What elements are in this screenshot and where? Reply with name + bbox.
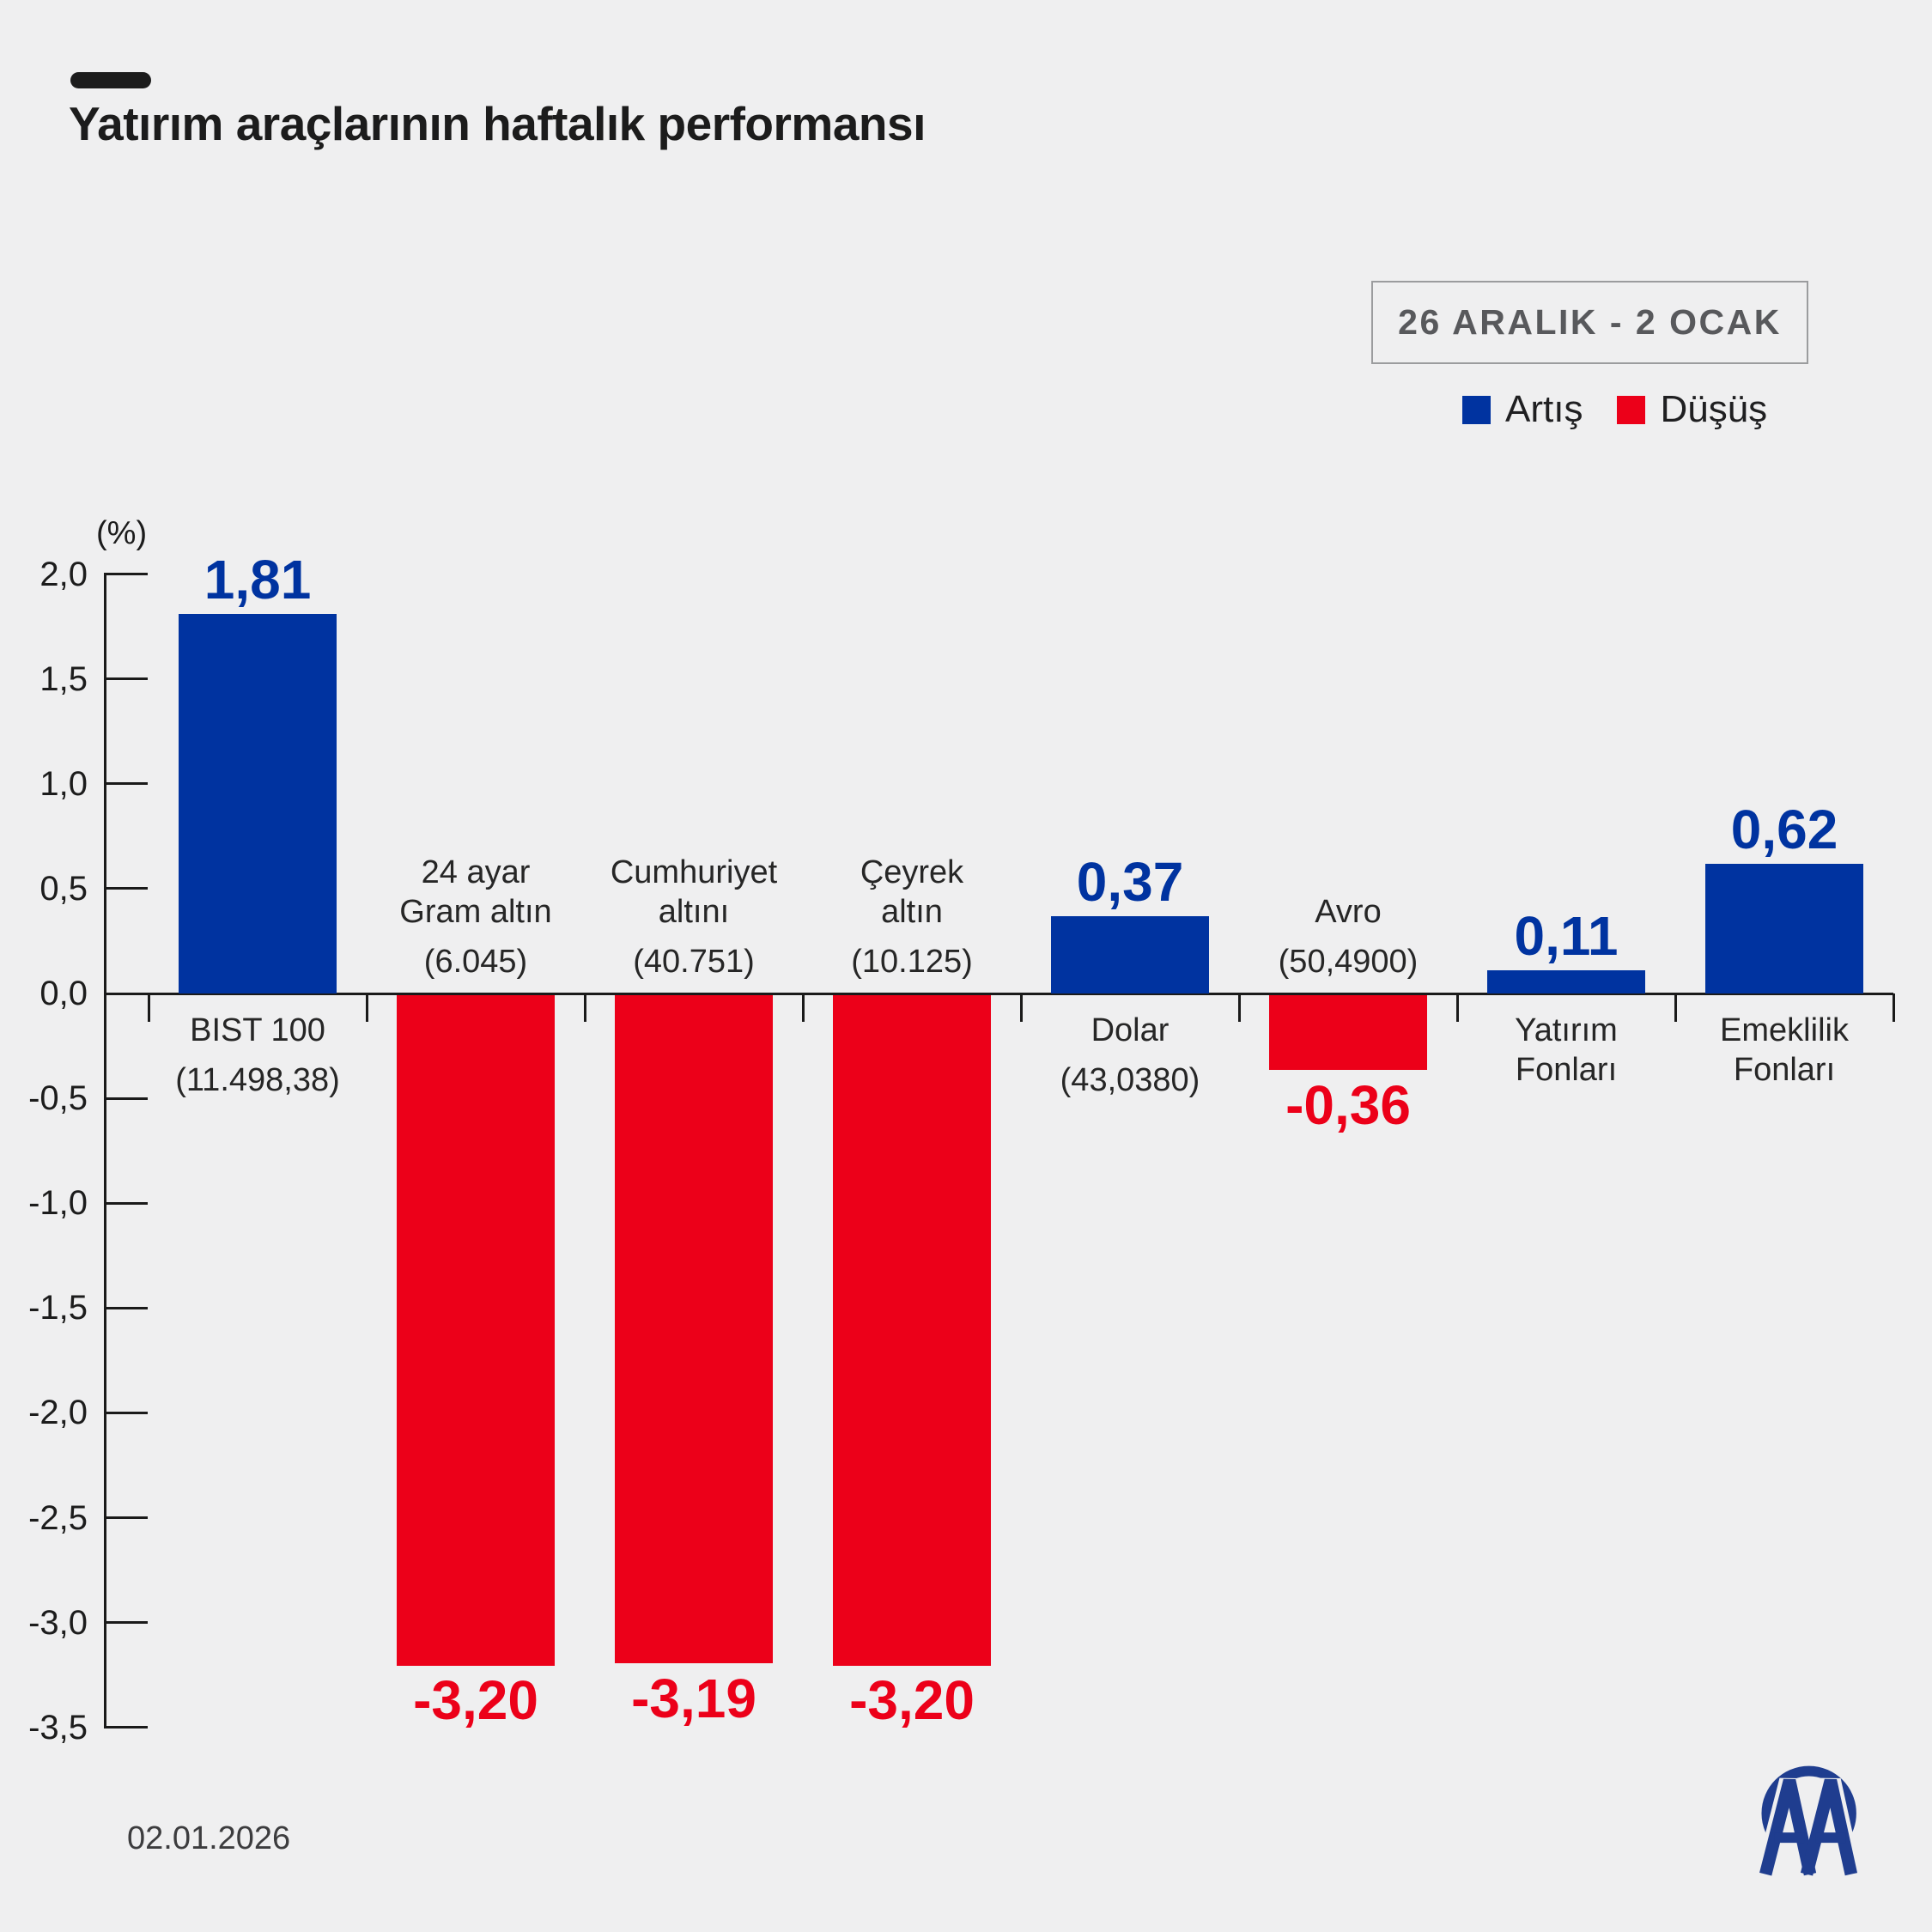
bar-value-label: -3,19 (631, 1667, 756, 1729)
y-tick (105, 1097, 148, 1100)
x-tick (1019, 993, 1023, 1022)
category-name-line: altın (881, 894, 943, 930)
x-tick (1674, 993, 1677, 1022)
category-name-line: Cumhuriyet (610, 854, 778, 890)
x-tick (1455, 993, 1459, 1022)
bar-category-label: Yatırım Fonları (1440, 1011, 1692, 1090)
y-tick-label: 2,0 (39, 555, 88, 593)
y-tick (105, 573, 148, 576)
x-tick (583, 993, 586, 1022)
x-tick (147, 993, 150, 1022)
category-name-line: Fonları (1733, 1052, 1836, 1088)
y-tick-label: -3,0 (28, 1603, 88, 1642)
category-name-line: Dolar (1091, 1012, 1170, 1048)
category-name-line: Emeklilik (1720, 1012, 1849, 1048)
legend-increase-swatch (1462, 395, 1491, 424)
y-tick-label: -1,5 (28, 1289, 88, 1327)
category-name-line: BIST 100 (190, 1012, 325, 1048)
period-badge: 26 ARALIK - 2 OCAK (1371, 281, 1808, 364)
bar-category-label: Çeyrek altın (10.125) (786, 853, 1038, 981)
y-axis-line (103, 573, 106, 1729)
y-axis-unit-label: (%) (96, 515, 148, 551)
bar-category-label: Dolar (43,0380) (1004, 1011, 1256, 1100)
y-tick-label: 0,5 (39, 869, 88, 908)
x-tick (1237, 993, 1241, 1022)
category-name-line: Yatırım (1515, 1012, 1618, 1048)
y-tick (105, 782, 148, 786)
aa-logo (1755, 1765, 1862, 1877)
x-tick (365, 993, 368, 1022)
x-axis-line (105, 992, 1893, 995)
y-tick-label: 1,0 (39, 764, 88, 803)
bar-category-label: Cumhuriyet altını (40.751) (568, 853, 820, 981)
bar-increase (1051, 915, 1209, 993)
bar-value-label: 0,11 (1514, 905, 1619, 968)
category-name-line: Gram altın (399, 894, 552, 930)
category-value-paren: (50,4900) (1278, 944, 1419, 980)
y-tick (105, 1621, 148, 1625)
x-tick (801, 993, 805, 1022)
y-tick-label: 1,5 (39, 659, 88, 698)
y-tick-label: -3,5 (28, 1708, 88, 1747)
bar-increase (1487, 970, 1645, 993)
category-value-paren: (43,0380) (1060, 1062, 1200, 1098)
x-tick (1892, 993, 1895, 1022)
y-tick (105, 1726, 148, 1729)
y-tick (105, 1306, 148, 1309)
y-tick-label: -2,5 (28, 1498, 88, 1537)
aa-logo-arc (1761, 1765, 1856, 1848)
bar-decrease (397, 994, 555, 1666)
y-tick (105, 887, 148, 890)
bar-decrease (833, 994, 991, 1666)
bar-decrease (615, 994, 773, 1664)
bar-increase (1705, 863, 1863, 993)
y-tick (105, 1411, 148, 1414)
category-name-line: Fonları (1515, 1052, 1618, 1088)
category-name-line: Avro (1315, 894, 1382, 930)
bar-increase (179, 613, 337, 993)
legend-decrease-label: Düşüş (1660, 388, 1768, 430)
bar-category-label: Emeklilik Fonları (1658, 1011, 1911, 1090)
page-title: Yatırım araçlarının haftalık performansı (69, 97, 926, 150)
category-value-paren: (6.045) (423, 944, 528, 980)
bar-category-label: BIST 100 (11.498,38) (131, 1011, 384, 1100)
footer-date: 02.01.2026 (127, 1820, 291, 1856)
bar-value-label: 1,81 (204, 548, 312, 611)
bar-value-label: -0,36 (1285, 1073, 1411, 1136)
y-tick (105, 1201, 148, 1205)
category-value-paren: (10.125) (851, 944, 973, 980)
bar-category-label: Avro (50,4900) (1222, 892, 1474, 981)
aa-logo-letters (1759, 1778, 1858, 1876)
bar-value-label: 0,62 (1730, 798, 1838, 860)
y-tick-label: 0,0 (39, 975, 88, 1012)
y-tick-label: -2,0 (28, 1394, 88, 1432)
bar-value-label: -3,20 (849, 1669, 975, 1732)
bar-value-label: -3,20 (413, 1669, 538, 1732)
y-tick-label: -0,5 (28, 1079, 88, 1118)
y-tick (105, 1516, 148, 1519)
bar-category-label: 24 ayar Gram altın (6.045) (349, 853, 602, 981)
category-name-line: Çeyrek (860, 854, 964, 890)
y-tick (105, 677, 148, 681)
period-badge-label: 26 ARALIK - 2 OCAK (1398, 302, 1782, 342)
y-tick-label: -1,0 (28, 1184, 88, 1223)
legend: Artış Düşüş (1462, 388, 1768, 430)
legend-increase-label: Artış (1505, 388, 1583, 430)
bar-value-label: 0,37 (1076, 850, 1184, 913)
title-dash (70, 72, 151, 88)
category-value-paren: (11.498,38) (175, 1062, 340, 1098)
category-name-line: 24 ayar (421, 854, 531, 890)
category-value-paren: (40.751) (633, 944, 755, 980)
legend-decrease-swatch (1617, 395, 1646, 424)
category-name-line: altını (658, 894, 730, 930)
bar-decrease (1269, 994, 1427, 1071)
